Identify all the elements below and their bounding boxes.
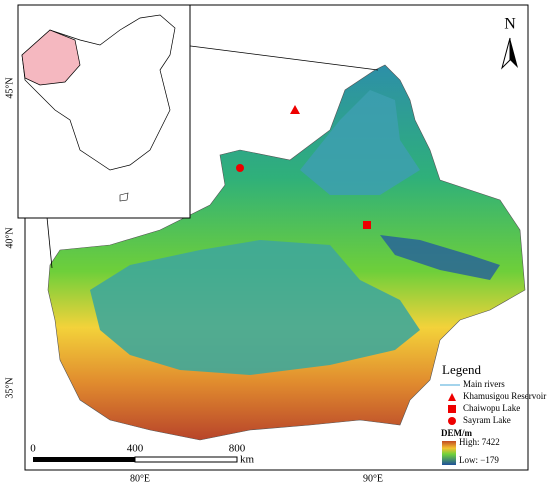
legend-item: Khamusigou Reservoir bbox=[463, 391, 546, 401]
legend-item: Main rivers bbox=[463, 379, 505, 389]
scale-label: 800 bbox=[229, 443, 246, 455]
site-sayram bbox=[236, 164, 244, 172]
legend-low: Low: −179 bbox=[459, 455, 499, 465]
xinjiang-inset bbox=[21, 29, 81, 86]
legend-dem-title: DEM/m bbox=[441, 428, 472, 438]
hainan bbox=[119, 192, 129, 202]
site-chaiwopu bbox=[363, 221, 371, 229]
legend-colorbar bbox=[442, 441, 456, 465]
turpan bbox=[380, 235, 500, 280]
scale-bar bbox=[134, 456, 238, 463]
scale-unit: km bbox=[240, 454, 255, 466]
lat-label: 35°N bbox=[4, 377, 15, 398]
legend-symbol bbox=[448, 393, 456, 401]
north-label: N bbox=[504, 16, 516, 33]
legend-symbol bbox=[448, 405, 456, 413]
north-arrow bbox=[510, 38, 518, 68]
site-khamusigou bbox=[290, 105, 300, 114]
legend-symbol bbox=[448, 417, 456, 425]
north-arrow bbox=[501, 37, 511, 70]
legend-item: Sayram Lake bbox=[463, 415, 511, 425]
basin bbox=[90, 240, 420, 375]
legend-title: Legend bbox=[442, 362, 481, 377]
lat-label: 45°N bbox=[4, 77, 15, 98]
legend-item: Chaiwopu Lake bbox=[463, 403, 520, 413]
scale-label: 0 bbox=[30, 443, 36, 455]
scale-bar bbox=[33, 457, 135, 462]
legend-high: High: 7422 bbox=[459, 437, 500, 447]
map-frame bbox=[24, 4, 529, 471]
lon-label: 90°E bbox=[363, 473, 383, 484]
basin-north bbox=[300, 90, 420, 195]
lat-label: 40°N bbox=[4, 227, 15, 248]
lon-label: 80°E bbox=[130, 473, 150, 484]
scale-label: 400 bbox=[127, 443, 144, 455]
